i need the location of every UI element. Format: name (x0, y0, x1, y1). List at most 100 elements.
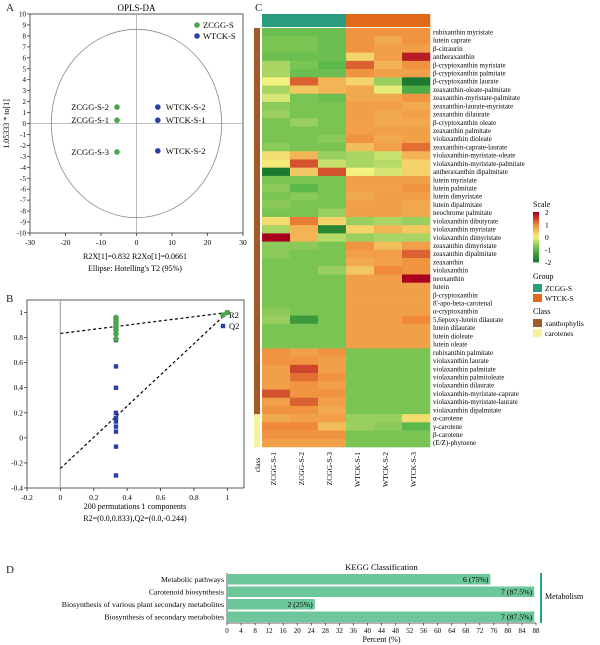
column-label: WTCK-S-2 (381, 452, 390, 487)
heatmap-cell (318, 340, 347, 349)
x-tick-label: 60 (434, 627, 442, 635)
heatmap-cell (262, 60, 291, 70)
heatmap-cell (346, 331, 375, 341)
heatmap-cell (318, 422, 347, 431)
row-label: lutein dipalmitate (433, 201, 482, 209)
heatmap-cell (262, 249, 291, 259)
chart-title: OPLS-DA (117, 3, 156, 13)
heatmap-cell (318, 85, 347, 95)
x-tick-label: 30 (239, 238, 247, 247)
heatmap-cell (318, 184, 347, 193)
heatmap-cell (374, 110, 403, 119)
heatmap-cell (346, 307, 375, 316)
class-bar-cell (254, 331, 260, 341)
point-label: ZCGG-S-1 (71, 115, 109, 125)
heatmap-cell (318, 274, 347, 283)
scale-gradient-step (533, 252, 539, 255)
scale-tick-label: -1 (545, 246, 551, 255)
heatmap-cell (290, 233, 319, 242)
row-label: zeaxanthin-laurate-myristate (433, 102, 513, 110)
heatmap-cell (374, 315, 403, 325)
heatmap-cell (374, 340, 403, 349)
row-label: lutein (433, 283, 449, 291)
heatmap-cell (318, 134, 347, 144)
y-tick-label: -5 (20, 175, 26, 183)
heatmap-cell (262, 151, 291, 160)
heatmap-cell (402, 77, 431, 86)
heatmap-cell (346, 44, 375, 53)
heatmap-cell (262, 422, 291, 431)
heatmap-cell (318, 290, 347, 300)
heatmap-cell (262, 233, 291, 242)
heatmap-cell (290, 60, 319, 70)
heatmap-cell (402, 331, 431, 341)
legend-marker (194, 33, 200, 39)
x-tick-label: -0.2 (21, 493, 33, 502)
panel-b-permutation: -0.2 0 0.2 0.4 0.6 0.8 110.80.60.40.20-0.2-0.4… (11, 299, 245, 523)
y-tick-label: 0.2 (14, 408, 24, 417)
heatmap-cell (402, 93, 431, 103)
row-label: zeaxanthin-caprate-laurate (433, 143, 507, 151)
heatmap-cell (262, 241, 291, 251)
heatmap-cell (346, 93, 375, 103)
class-bar-cell (254, 192, 260, 201)
heatmap-cell (402, 282, 431, 292)
heatmap-cell (374, 192, 403, 201)
heatmap-cell (318, 151, 347, 160)
scale-gradient-step (533, 250, 539, 253)
score-point (114, 149, 120, 155)
heatmap-cell (262, 389, 291, 399)
heatmap-cell (290, 175, 319, 185)
heatmap-cell (290, 258, 319, 267)
row-label: zeaxanthin palmitate (433, 127, 491, 135)
row-label: β-cryptoxanthin laurate (433, 78, 499, 86)
heatmap-cell (290, 430, 319, 440)
row-label: rubixanthin myristate (433, 28, 493, 36)
heatmap-cell (262, 430, 291, 440)
heatmap-cell (346, 389, 375, 399)
heatmap-cell (374, 36, 403, 45)
heatmap-cell (262, 438, 291, 448)
heatmap-cell (402, 307, 431, 316)
group-legend-swatch (533, 284, 542, 292)
legend-marker (194, 22, 200, 28)
heatmap-cell (262, 258, 291, 267)
heatmap-cell (346, 290, 375, 300)
heatmap-cell (402, 381, 431, 390)
class-bar-cell (254, 216, 260, 226)
scale-gradient-step (533, 227, 539, 230)
row-label: violaxanthin dilaurate (433, 382, 494, 390)
heatmap-cell (318, 356, 347, 366)
point-label: WTCK-S-1 (166, 115, 206, 125)
heatmap-cell (290, 405, 319, 415)
hotelling-ellipse (50, 28, 223, 219)
x-tick-label: 20 (294, 627, 302, 635)
category-label: Biosynthesis of various plant secondary … (62, 600, 224, 609)
bar-data-label: 2 (25%) (287, 600, 313, 609)
heatmap-cell (262, 266, 291, 275)
heatmap-cell (262, 85, 291, 95)
heatmap-cell (346, 192, 375, 201)
scale-gradient-step (533, 225, 539, 228)
category-label: Carotenoid biosynthesis (149, 588, 224, 597)
class-bar-cell (254, 36, 260, 45)
heatmap-cell (402, 356, 431, 366)
heatmap-cell (318, 93, 347, 103)
row-label: β-carotene (433, 431, 463, 439)
class-bar-cell (254, 175, 260, 185)
heatmap-cell (290, 85, 319, 95)
heatmap-cell (402, 85, 431, 95)
heatmap-cell (290, 249, 319, 259)
legend-label-q2: Q2 (229, 321, 239, 331)
class-bar-cell (254, 348, 260, 357)
heatmap-cell (318, 241, 347, 251)
group-bar-cell (402, 14, 431, 27)
q2-point (113, 364, 119, 369)
heatmap-cell (346, 356, 375, 366)
heatmap-cell (290, 225, 319, 234)
heatmap-cell (262, 225, 291, 234)
heatmap-cell (318, 216, 347, 226)
heatmap-cell (346, 430, 375, 440)
panel-label-a: A (6, 2, 14, 14)
